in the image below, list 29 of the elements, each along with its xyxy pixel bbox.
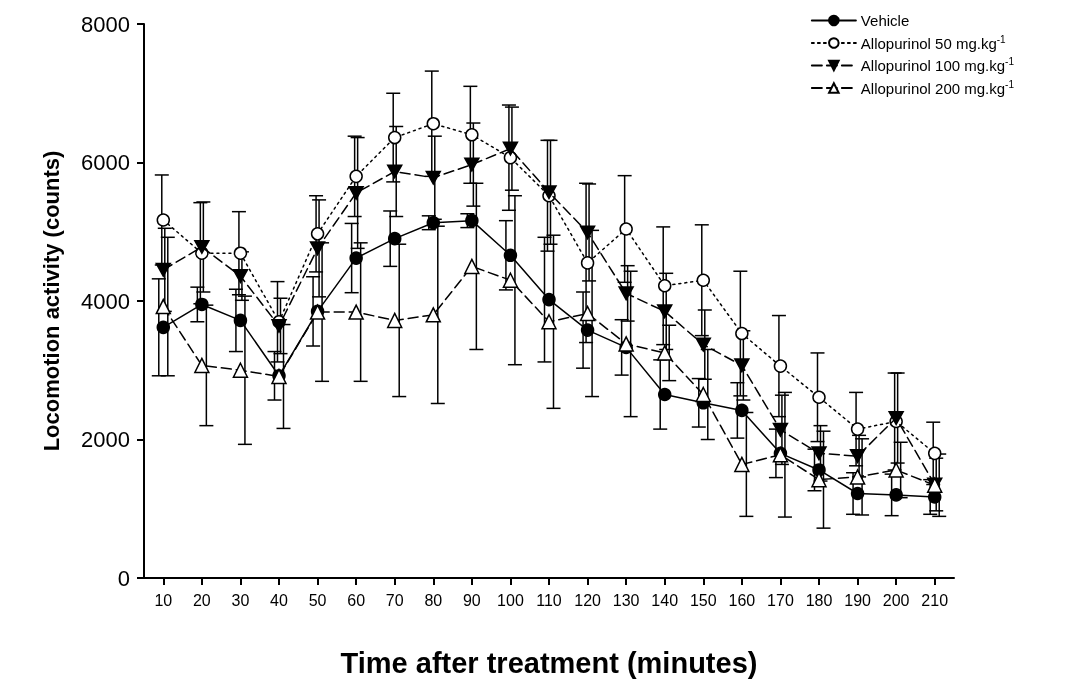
x-tick-label: 210 bbox=[921, 591, 949, 609]
x-tick-label: 190 bbox=[844, 591, 872, 609]
x-tick-label: 200 bbox=[882, 591, 910, 609]
legend-label: Vehicle bbox=[860, 12, 910, 29]
x-tick-label: 50 bbox=[308, 591, 327, 609]
y-tick-label: 8000 bbox=[81, 11, 130, 37]
x-tick-label: 70 bbox=[385, 591, 404, 609]
x-tick-label: 110 bbox=[536, 591, 562, 609]
x-tick-label: 20 bbox=[192, 591, 211, 609]
x-tick-label: 10 bbox=[154, 591, 173, 609]
x-tick-label: 120 bbox=[574, 591, 602, 609]
x-tick-label: 40 bbox=[270, 591, 288, 609]
x-tick-label: 160 bbox=[728, 591, 756, 609]
x-tick-label: 130 bbox=[612, 591, 640, 609]
x-tick-label: 180 bbox=[805, 591, 833, 609]
y-axis-title: Locomotion activity (counts) bbox=[38, 150, 64, 452]
y-tick-label: 4000 bbox=[81, 288, 130, 314]
x-axis-title: Time after treatment (minutes) bbox=[340, 646, 758, 679]
x-tick-label: 140 bbox=[651, 591, 679, 609]
x-tick-label: 150 bbox=[689, 591, 717, 609]
y-tick-label: 6000 bbox=[81, 150, 130, 175]
x-tick-label: 30 bbox=[231, 591, 250, 609]
x-tick-label: 170 bbox=[767, 591, 794, 609]
y-tick-label: 0 bbox=[117, 565, 130, 591]
y-tick-label: 2000 bbox=[81, 427, 130, 452]
x-tick-label: 100 bbox=[497, 591, 524, 609]
x-tick-label: 90 bbox=[462, 591, 481, 609]
x-tick-label: 60 bbox=[347, 591, 366, 609]
x-tick-label: 80 bbox=[424, 591, 443, 609]
